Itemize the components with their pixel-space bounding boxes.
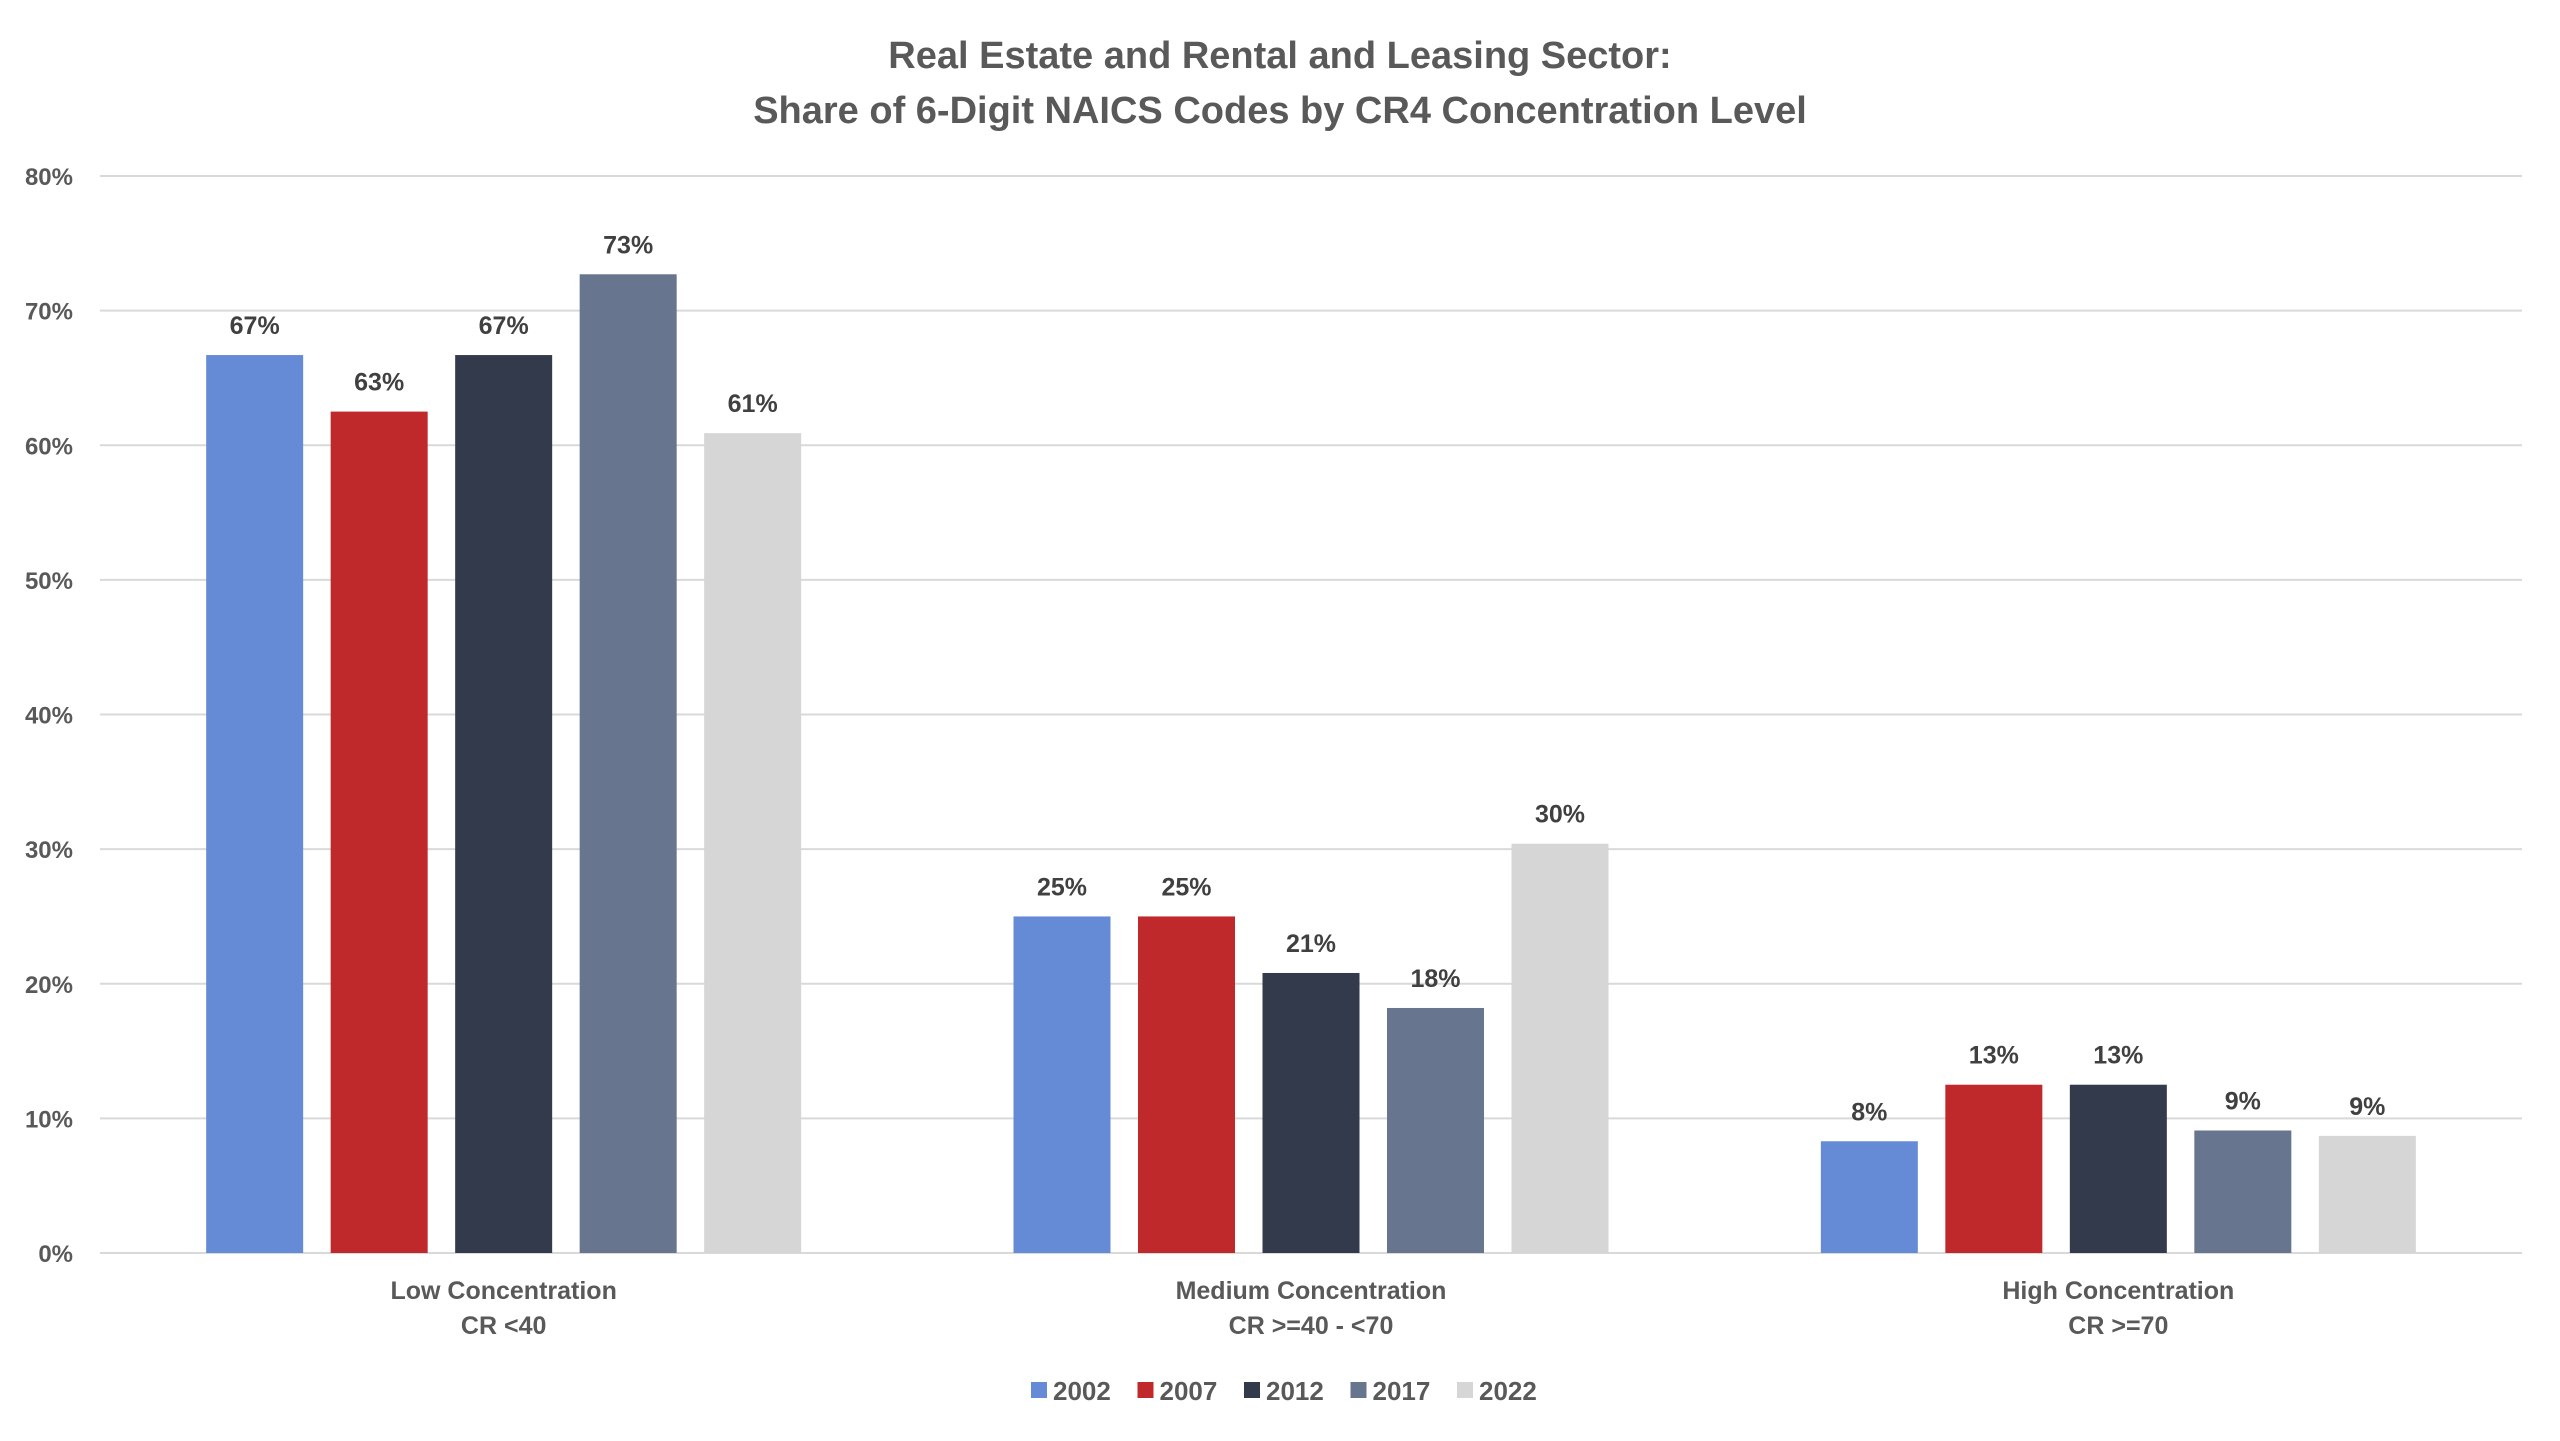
legend-swatch xyxy=(1031,1382,1047,1398)
data-label: 21% xyxy=(1286,930,1336,958)
category-label: Medium Concentration xyxy=(1176,1277,1447,1305)
data-label: 67% xyxy=(230,312,280,340)
chart-title-line-2: Share of 6-Digit NAICS Codes by CR4 Conc… xyxy=(753,90,1807,132)
data-labels: 67% 63% 67% 73% 61% 25% 25% 21% 18% 30% 8% 13% 13% 9%… xyxy=(230,231,2386,1126)
data-label: 25% xyxy=(1161,873,1211,901)
y-tick-label: 0% xyxy=(38,1241,73,1268)
legend-item-2012: 2012 xyxy=(1244,1376,1324,1406)
category-label: High Concentration xyxy=(2002,1277,2234,1305)
legend-label: 2017 xyxy=(1373,1376,1431,1406)
bar-2022 xyxy=(704,433,802,1253)
y-tick-label: 80% xyxy=(25,164,73,191)
bar-2012 xyxy=(2069,1084,2167,1253)
bar-2002 xyxy=(206,355,304,1253)
bar-2007 xyxy=(1945,1084,2043,1253)
y-axis-tick-labels: 0% 10% 20% 30% 40% 50% 60% 70% 80% xyxy=(25,164,73,1268)
data-label: 67% xyxy=(479,312,529,340)
data-label: 8% xyxy=(1851,1098,1887,1126)
bar-2007 xyxy=(330,411,428,1253)
bar-2022 xyxy=(1511,843,1609,1253)
legend-item-2007: 2007 xyxy=(1137,1376,1218,1406)
legend-item-2017: 2017 xyxy=(1350,1376,1431,1406)
bar-2012 xyxy=(455,355,553,1253)
category-sublabel: CR <40 xyxy=(461,1312,546,1340)
y-tick-label: 60% xyxy=(25,433,73,460)
data-label: 61% xyxy=(728,390,778,418)
legend-swatch xyxy=(1350,1382,1367,1398)
legend-swatch xyxy=(1137,1382,1154,1398)
chart-title-line-1: Real Estate and Rental and Leasing Secto… xyxy=(888,35,1671,77)
y-tick-label: 50% xyxy=(25,568,73,595)
bar-2017 xyxy=(2194,1130,2292,1253)
legend-swatch xyxy=(1457,1382,1473,1398)
y-tick-label: 40% xyxy=(25,703,73,730)
bar-2017 xyxy=(579,274,677,1253)
bars xyxy=(206,274,2416,1253)
data-label: 25% xyxy=(1037,873,1087,901)
data-label: 13% xyxy=(2093,1042,2143,1070)
data-label: 18% xyxy=(1410,965,1460,993)
category-label: Low Concentration xyxy=(390,1277,616,1305)
legend-item-2002: 2002 xyxy=(1031,1376,1111,1406)
x-axis-category-labels: Low Concentration CR <40 Medium Concentrat… xyxy=(390,1277,2234,1340)
category-sublabel: CR >=70 xyxy=(2068,1312,2168,1340)
bar-2022 xyxy=(2318,1135,2416,1253)
data-label: 9% xyxy=(2349,1093,2385,1121)
legend-label: 2002 xyxy=(1053,1376,1111,1406)
legend: 2002 2007 2012 2017 2022 xyxy=(1031,1376,1537,1406)
chart-title: Real Estate and Rental and Leasing Secto… xyxy=(753,35,1807,132)
category-sublabel: CR >=40 - <70 xyxy=(1229,1312,1394,1340)
y-tick-label: 70% xyxy=(25,299,73,326)
data-label: 13% xyxy=(1969,1042,2019,1070)
legend-swatch xyxy=(1244,1382,1260,1398)
data-label: 30% xyxy=(1535,801,1585,829)
bar-2012 xyxy=(1262,972,1360,1253)
legend-label: 2022 xyxy=(1479,1376,1537,1406)
y-tick-label: 30% xyxy=(25,837,73,864)
bar-2002 xyxy=(1013,916,1111,1253)
legend-item-2022: 2022 xyxy=(1457,1376,1537,1406)
data-label: 63% xyxy=(354,369,404,397)
y-tick-label: 10% xyxy=(25,1106,73,1133)
legend-label: 2007 xyxy=(1160,1376,1218,1406)
bar-2007 xyxy=(1138,916,1235,1253)
bar-2017 xyxy=(1387,1007,1484,1253)
legend-label: 2012 xyxy=(1266,1376,1324,1406)
data-label: 9% xyxy=(2225,1087,2261,1115)
y-tick-label: 20% xyxy=(25,972,73,999)
bar-2002 xyxy=(1820,1141,1918,1253)
data-label: 73% xyxy=(603,231,653,259)
